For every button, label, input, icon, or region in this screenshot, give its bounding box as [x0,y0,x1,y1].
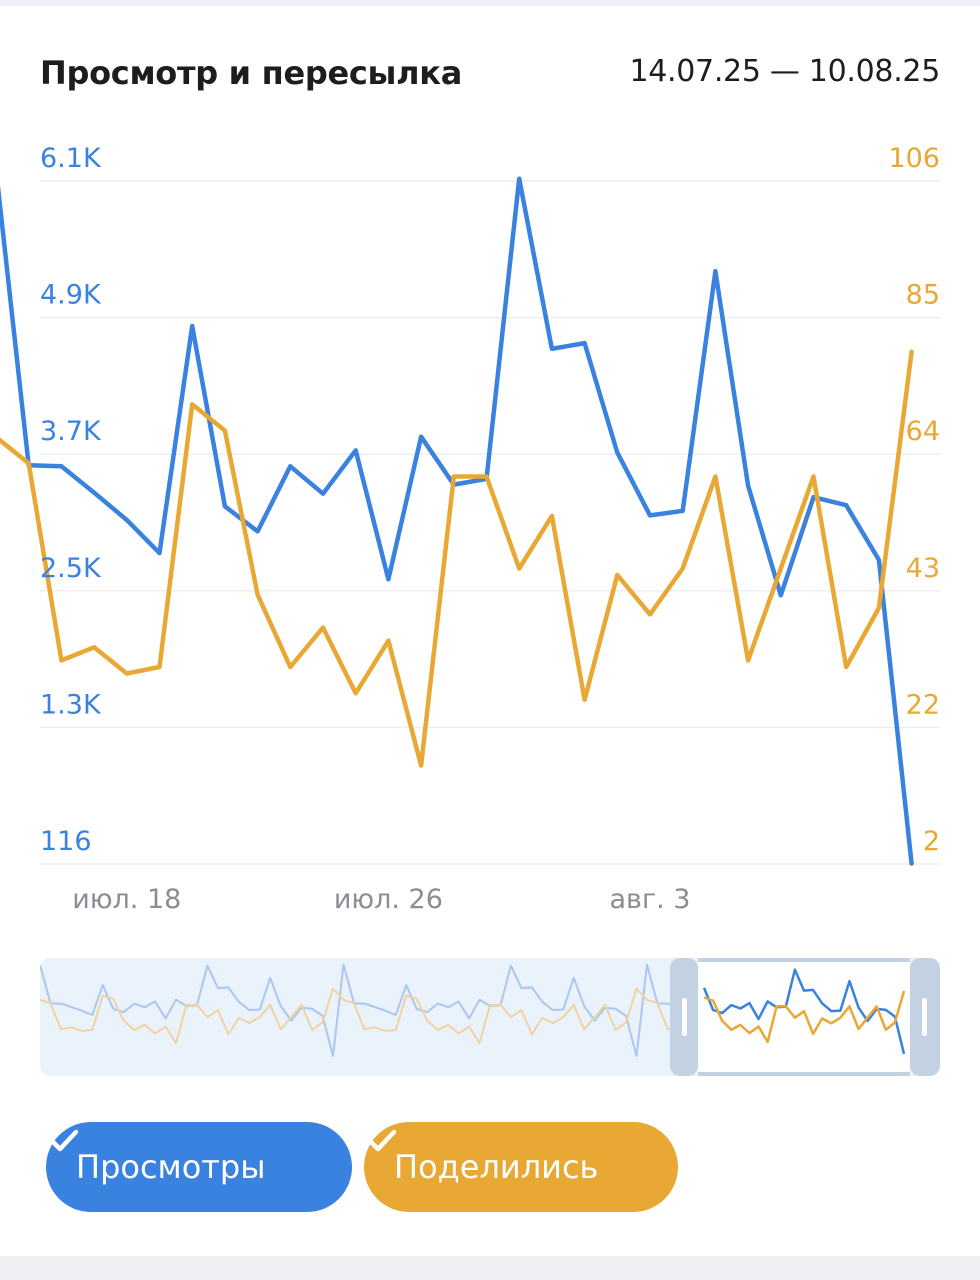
x-tick-label: авг. 3 [610,884,691,915]
date-range[interactable]: 14.07.25 — 10.08.25 [629,54,940,89]
shares-toggle-label: Поделились [394,1148,599,1186]
navigator-window-bottom-border [698,1072,910,1076]
y-left-tick-label: 116 [40,826,92,857]
x-tick-label: июл. 26 [334,884,443,915]
line-chart: 6.1K 106 4.9K 85 3.7K 64 2.5K 43 1.3K 22 116 2 июл.… [0,143,940,1076]
handle-grip [682,998,687,1036]
views-toggle-label: Просмотры [76,1148,266,1186]
y-left-tick-label: 4.9K [40,280,102,311]
y-right-tick-label: 106 [888,143,940,174]
y-right-tick-label: 22 [906,689,940,720]
shares-series-line [0,349,914,768]
y-left-tick-label: 2.5K [40,553,102,584]
x-tick-label: июл. 18 [72,884,181,915]
navigator-selected-views-line [702,968,906,1055]
check-icon [49,1129,79,1152]
check-icon [367,1129,397,1152]
views-series-line [0,176,914,866]
range-navigator[interactable] [40,958,940,1076]
shares-toggle-button[interactable]: Поделились [364,1122,678,1212]
navigator-selected-shares-line [703,990,906,1044]
y-right-tick-label: 85 [906,280,940,311]
handle-grip [922,998,927,1036]
y-left-tick-label: 3.7K [40,416,102,447]
navigator-window-top-border [698,958,910,962]
views-toggle-button[interactable]: Просмотры [46,1122,352,1212]
y-left-tick-label: 1.3K [40,689,102,720]
navigator-selection-window [698,961,910,1073]
y-left-tick-label: 6.1K [40,143,102,174]
chart-title: Просмотр и пересылка [40,54,463,92]
y-right-tick-label: 64 [906,416,940,447]
y-right-tick-label: 43 [906,553,940,584]
y-right-tick-label: 2 [923,826,940,857]
